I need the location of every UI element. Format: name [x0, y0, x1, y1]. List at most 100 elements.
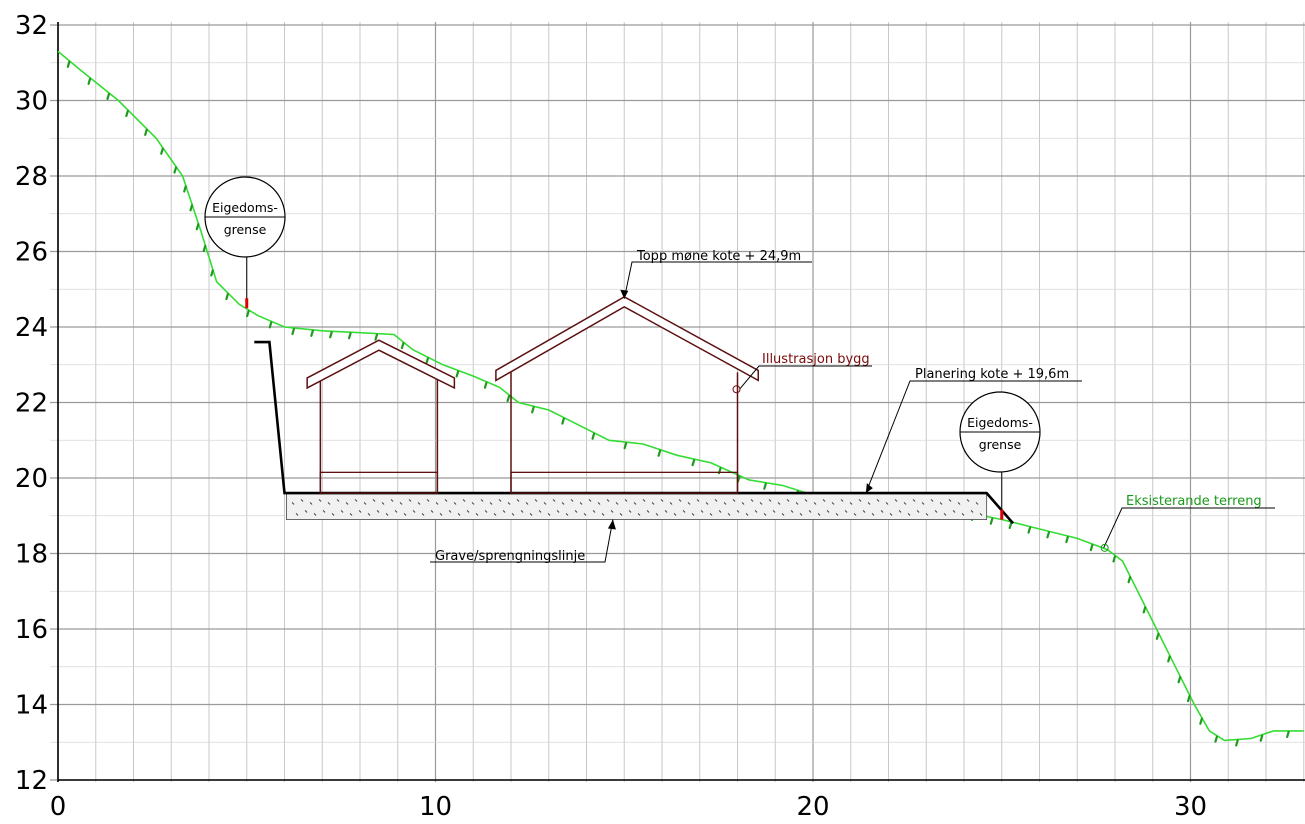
boundary-label-line1: Eigedoms-	[212, 200, 278, 215]
building-leader-dot	[732, 385, 741, 394]
planering-hatch	[669, 502, 673, 505]
planering-hatch	[732, 499, 736, 502]
planering-hatch	[322, 510, 326, 513]
axis-ticks: 12 14 16 18 20 22 24 26 28 30 32 0 10 20 30	[15, 11, 1207, 822]
planering-hatch	[781, 513, 785, 516]
planering-hatch	[556, 510, 560, 513]
planering-hatch	[678, 499, 682, 502]
building-roof	[495, 295, 760, 382]
terrain-hatch	[374, 333, 379, 341]
planering-hatch	[579, 502, 583, 505]
planering-hatch	[880, 510, 884, 513]
planering-hatch	[637, 513, 641, 516]
planering-hatch	[295, 513, 299, 516]
planering-hatch	[457, 513, 461, 516]
y-tick-label: 26	[15, 238, 48, 268]
planering-hatch	[408, 499, 412, 502]
planering-hatch	[493, 513, 497, 516]
planering-hatch	[727, 513, 731, 516]
terrain-hatch	[1199, 717, 1203, 725]
planering-hatch	[345, 502, 349, 505]
planering-hatch	[876, 499, 880, 502]
ridge-leader	[623, 261, 812, 299]
planering-hatch	[367, 513, 371, 516]
planering-hatch	[691, 513, 695, 516]
planering-hatch	[439, 513, 443, 516]
excavation-label: Grave/sprengningslinje	[435, 549, 585, 564]
planering-hatch	[462, 499, 466, 502]
planering-hatch	[799, 513, 803, 516]
planering-hatch	[529, 513, 533, 516]
planering-hatch	[385, 513, 389, 516]
planering-hatch	[309, 502, 313, 505]
terrain-hatch	[160, 147, 164, 155]
terrain-hatch	[268, 321, 273, 329]
planering-hatch	[763, 513, 767, 516]
terrain-leader-dot	[1100, 543, 1109, 552]
ridge-label: Topp møne kote + 24,9m	[636, 249, 801, 264]
planering-hatch	[534, 499, 538, 502]
planering-hatch	[412, 510, 416, 513]
planering-hatch	[349, 513, 353, 516]
planering-hatch	[664, 510, 668, 513]
planering-hatch	[642, 499, 646, 502]
planering-hatch	[453, 502, 457, 505]
planering-hatch	[939, 502, 943, 505]
terrain-hatch	[183, 185, 187, 193]
planering-hatch	[754, 510, 758, 513]
planering-hatch	[565, 513, 569, 516]
y-tick-label: 24	[15, 313, 48, 343]
planering-hatch	[696, 499, 700, 502]
terrain-hatch	[400, 342, 405, 350]
planering-hatch	[475, 513, 479, 516]
planering-hatch	[907, 513, 911, 516]
planering-line	[254, 340, 1015, 525]
y-tick-label: 28	[15, 162, 48, 192]
planering-hatch	[808, 510, 812, 513]
terrain-hatch	[1155, 632, 1160, 640]
planering-hatch	[844, 510, 848, 513]
planering-hatch	[390, 499, 394, 502]
terrain-hatch	[691, 459, 696, 467]
planering-hatch	[898, 510, 902, 513]
planering-hatch	[790, 510, 794, 513]
planering-hatch	[538, 510, 542, 513]
planering-hatch	[417, 502, 421, 505]
terrain-hatch	[1167, 655, 1171, 663]
terrain-hatch	[506, 394, 511, 403]
y-tick-label: 22	[15, 389, 48, 419]
planering-hatch	[399, 502, 403, 505]
planering-hatch	[772, 510, 776, 513]
terrain-hatch	[455, 370, 460, 378]
terrain-hatch	[425, 357, 430, 365]
y-tick-label: 18	[15, 540, 48, 570]
terrain-hatch	[125, 109, 129, 118]
planering-hatch	[633, 502, 637, 505]
planering-hatch	[421, 513, 425, 516]
planering-hatch	[768, 499, 772, 502]
planering-hatch	[961, 513, 965, 516]
terrain-hatch	[1235, 739, 1239, 747]
planering-hatch	[948, 499, 952, 502]
planering-hatch	[966, 499, 970, 502]
planering-hatch	[484, 510, 488, 513]
boundary-label-line2: grense	[979, 437, 1022, 452]
terrain-label: Eksisterande terreng	[1126, 494, 1262, 509]
planering-hatch	[561, 502, 565, 505]
planering-hatch	[615, 502, 619, 505]
planering-hatch	[777, 502, 781, 505]
planering-hatch	[592, 510, 596, 513]
planering-hatch	[336, 499, 340, 502]
planering-hatch	[318, 499, 322, 502]
terrain-hatch	[1046, 531, 1051, 539]
planering-hatch	[709, 513, 713, 516]
planering-hatch	[570, 499, 574, 502]
terrain-hatch	[246, 309, 250, 318]
planering-hatch	[889, 513, 893, 516]
terrain-hatch	[591, 432, 596, 440]
planering-hatch	[376, 510, 380, 513]
terrain-hatch	[1177, 676, 1182, 684]
planering-hatch	[511, 513, 515, 516]
planering-hatch	[741, 502, 745, 505]
